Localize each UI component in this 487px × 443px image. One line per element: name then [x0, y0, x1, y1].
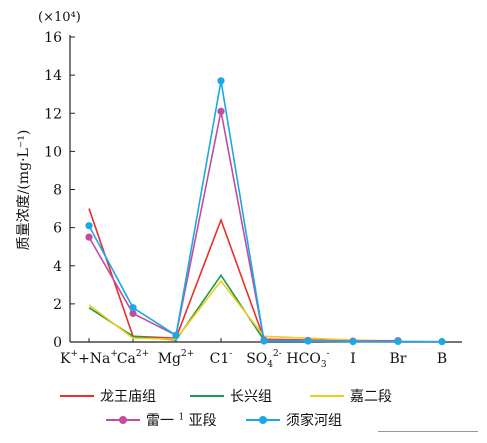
legend-swatch [310, 395, 344, 397]
y-axis-ticks: 0 2 4 6 8 10 12 14 16 [44, 30, 75, 351]
legend-label: 嘉二段 [350, 389, 392, 405]
legend-label: 长兴组 [230, 389, 272, 405]
series-line [88, 279, 399, 342]
series-2 [88, 279, 399, 342]
y-tick-label: 0 [53, 335, 62, 351]
y-tick-label: 2 [53, 297, 62, 313]
y-tick-label: 12 [44, 106, 62, 122]
x-tick-label-cl: C1- [210, 349, 233, 367]
y-scale-note: (×10⁴) [38, 10, 81, 25]
x-tick-label-br: Br [390, 351, 407, 367]
legend-item: 长兴组 [190, 386, 272, 406]
series-point [85, 222, 93, 230]
series-point [438, 338, 446, 346]
series-point [172, 331, 180, 339]
y-tick-label: 14 [44, 68, 62, 84]
legend-item: 龙王庙组 [60, 386, 156, 406]
y-tick-label: 8 [53, 183, 62, 199]
y-tick-label: 10 [44, 144, 62, 160]
legend-item: 嘉二段 [310, 386, 392, 406]
legend-label: 龙王庙组 [100, 389, 156, 405]
series-line [88, 80, 443, 343]
legend-swatch [190, 395, 224, 397]
x-tick-label-b: B [437, 351, 447, 367]
x-tick-label-so4: SO42- [246, 349, 282, 370]
series-point [349, 338, 357, 346]
legend: 龙王庙组 长兴组 嘉二段雷一 1 亚段 须家河组 [60, 386, 480, 436]
x-axis-ticks: K++Na+Ca2+ Mg2+ C1- SO42- HCO3- I Br B [60, 338, 447, 370]
series-point [394, 337, 402, 346]
series-point [260, 337, 268, 345]
legend-swatch [60, 395, 94, 397]
legend-label: 须家河组 [286, 413, 342, 429]
y-tick-label: 16 [44, 30, 62, 46]
legend-item: 雷一 1 亚段 [106, 410, 217, 430]
legend-label: 雷一 1 亚段 [146, 412, 217, 429]
axes [69, 35, 462, 343]
legend-item: 须家河组 [246, 410, 342, 430]
x-tick-label-ca: Ca2+ [117, 349, 149, 367]
legend-marker [119, 416, 127, 424]
series-point [129, 304, 137, 312]
y-tick-label: 6 [53, 221, 62, 237]
series-point [129, 309, 137, 318]
x-tick-label-k_na: K++Na+ [60, 349, 118, 367]
legend-swatch [106, 416, 140, 424]
legend-marker [259, 416, 267, 424]
legend-swatch [246, 416, 280, 424]
y-axis-label: 质量浓度/(mg·L⁻¹) [16, 130, 32, 251]
series-point [304, 337, 312, 345]
series-point [85, 233, 93, 241]
x-tick-label-hco3: HCO3- [286, 349, 329, 370]
x-tick-label-i: I [350, 351, 356, 367]
series-point [217, 77, 225, 85]
footer-rule [378, 431, 478, 432]
x-tick-label-mg: Mg2+ [158, 349, 195, 367]
series-point [217, 107, 225, 115]
series-4 [85, 77, 446, 346]
series-layer [85, 77, 446, 346]
y-tick-label: 4 [53, 259, 62, 275]
